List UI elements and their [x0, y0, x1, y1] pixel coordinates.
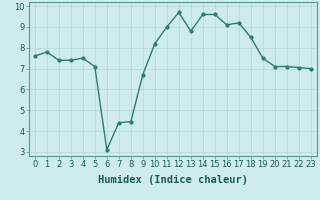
X-axis label: Humidex (Indice chaleur): Humidex (Indice chaleur) [98, 175, 248, 185]
